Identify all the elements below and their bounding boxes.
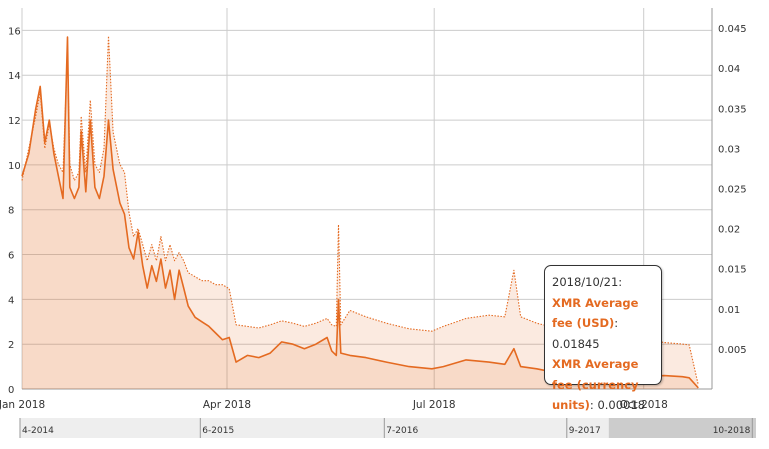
navigator-tick-label: 6-2015 bbox=[202, 426, 234, 436]
right-y-tick-label: 0.015 bbox=[718, 265, 747, 276]
hover-tooltip: 2018/10/21: XMR Average fee (USD): 0.018… bbox=[544, 265, 662, 412]
x-axis: Jan 2018 Apr 2018 Jul 2018 Oct 2018 bbox=[0, 399, 668, 411]
series-line-1 bbox=[21, 36, 699, 389]
series-line-2 bbox=[21, 35, 699, 386]
tooltip-usd-value: 0.01845 bbox=[552, 336, 600, 351]
left-y-tick-label: 16 bbox=[8, 26, 21, 37]
navigator-tick-label: 7-2016 bbox=[386, 426, 418, 436]
tooltip-usd-row: XMR Average fee (USD): 0.01845 bbox=[552, 295, 639, 351]
left-y-tick-label: 0 bbox=[8, 385, 14, 396]
right-y-tick-label: 0.035 bbox=[718, 104, 747, 115]
right-y-tick-label: 0.01 bbox=[718, 305, 740, 316]
x-tick-label: Apr 2018 bbox=[203, 399, 251, 411]
right-y-tick-label: 0.03 bbox=[718, 144, 740, 155]
grid-lines bbox=[21, 8, 713, 390]
navigator-tick-label: 9-2017 bbox=[569, 426, 601, 436]
right-y-axis: 0.045 0.04 0.035 0.03 0.025 0.02 0.015 0.01 0.00… bbox=[718, 24, 747, 356]
left-y-axis: 0 2 4 6 8 10 12 14 16 bbox=[8, 26, 21, 396]
x-tick-label: Jul 2018 bbox=[412, 399, 456, 411]
navigator-tick-label: 10-2018 bbox=[713, 426, 751, 436]
series-areas bbox=[22, 36, 699, 389]
left-y-tick-label: 12 bbox=[8, 116, 21, 127]
tooltip-usd-label: XMR Average fee (USD) bbox=[552, 295, 639, 331]
left-y-tick-label: 2 bbox=[8, 340, 14, 351]
navigator-tick-label: 4-2014 bbox=[22, 426, 54, 436]
tooltip-units-label: XMR Average fee (currency units) bbox=[552, 357, 639, 412]
series-lines bbox=[21, 35, 699, 389]
right-y-tick-label: 0.04 bbox=[718, 64, 740, 75]
tooltip-units-value: 0.00018 bbox=[597, 398, 646, 412]
tooltip-units-row: XMR Average fee (currency units): 0.0001… bbox=[552, 357, 646, 412]
series-area-1 bbox=[22, 37, 699, 389]
left-y-tick-label: 14 bbox=[8, 71, 21, 82]
right-y-tick-label: 0.025 bbox=[718, 185, 747, 196]
right-y-tick-label: 0.02 bbox=[718, 225, 740, 236]
navigator-selection bbox=[608, 418, 756, 438]
navigator-track bbox=[20, 418, 756, 438]
x-tick-label: Jan 2018 bbox=[0, 399, 45, 411]
left-y-tick-label: 6 bbox=[8, 251, 14, 262]
right-y-tick-label: 0.005 bbox=[718, 345, 747, 356]
series-area-2 bbox=[22, 36, 699, 389]
x-tick-label: Oct 2018 bbox=[620, 399, 668, 411]
right-y-tick-label: 0.045 bbox=[718, 24, 747, 35]
range-navigator[interactable]: 4-2014 6-2015 7-2016 9-2017 10-2018 bbox=[19, 418, 756, 438]
tooltip-date: 2018/10/21: bbox=[552, 275, 623, 289]
left-y-tick-label: 8 bbox=[8, 206, 14, 217]
left-y-tick-label: 10 bbox=[8, 161, 21, 172]
left-y-tick-label: 4 bbox=[8, 295, 14, 306]
